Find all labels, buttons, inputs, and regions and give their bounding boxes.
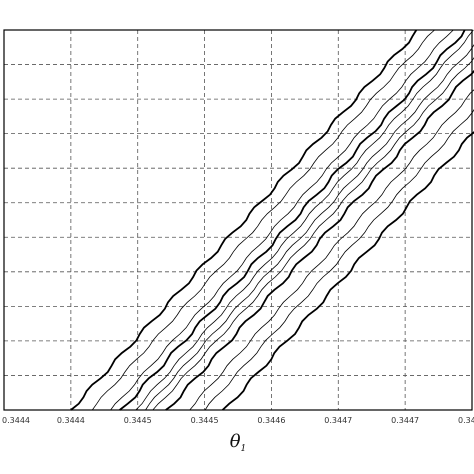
contour-line-1 (70, 29, 418, 411)
x-tick-label: 0.3447 (324, 416, 352, 425)
plot-frame (3, 29, 473, 411)
x-tick-label: 0.3445 (191, 416, 219, 425)
contour-line-7 (152, 57, 474, 411)
contour-line-5 (135, 29, 474, 411)
x-axis-label: θ1 (230, 431, 247, 454)
x-tick-labels: 0.3444 0.3444 0.3445 0.3445 0.3446 0.3447 0.34… (2, 416, 474, 425)
x-axis-label-symbol: θ (230, 431, 241, 452)
contour-lines (70, 29, 474, 411)
x-tick-label: 0.3447 (391, 416, 419, 425)
x-tick-label: 0.3444 (57, 416, 85, 425)
x-axis-label-subscript: 1 (241, 444, 247, 454)
contour-line-2 (91, 29, 435, 411)
contour-line-8 (165, 69, 474, 411)
x-tick-label: 0.3444 (2, 416, 30, 425)
contour-line-10 (204, 109, 474, 411)
contour-line-9 (189, 89, 474, 411)
contour-line-11 (221, 131, 474, 411)
contour-line-6 (145, 44, 474, 411)
contour-line-3 (110, 29, 454, 411)
x-tick-label: 0.3446 (257, 416, 285, 425)
x-tick-label: 0.3445 (124, 416, 152, 425)
contour-line-4 (119, 29, 466, 411)
grid (3, 30, 473, 410)
x-tick-label: 0.3448 (458, 416, 474, 425)
